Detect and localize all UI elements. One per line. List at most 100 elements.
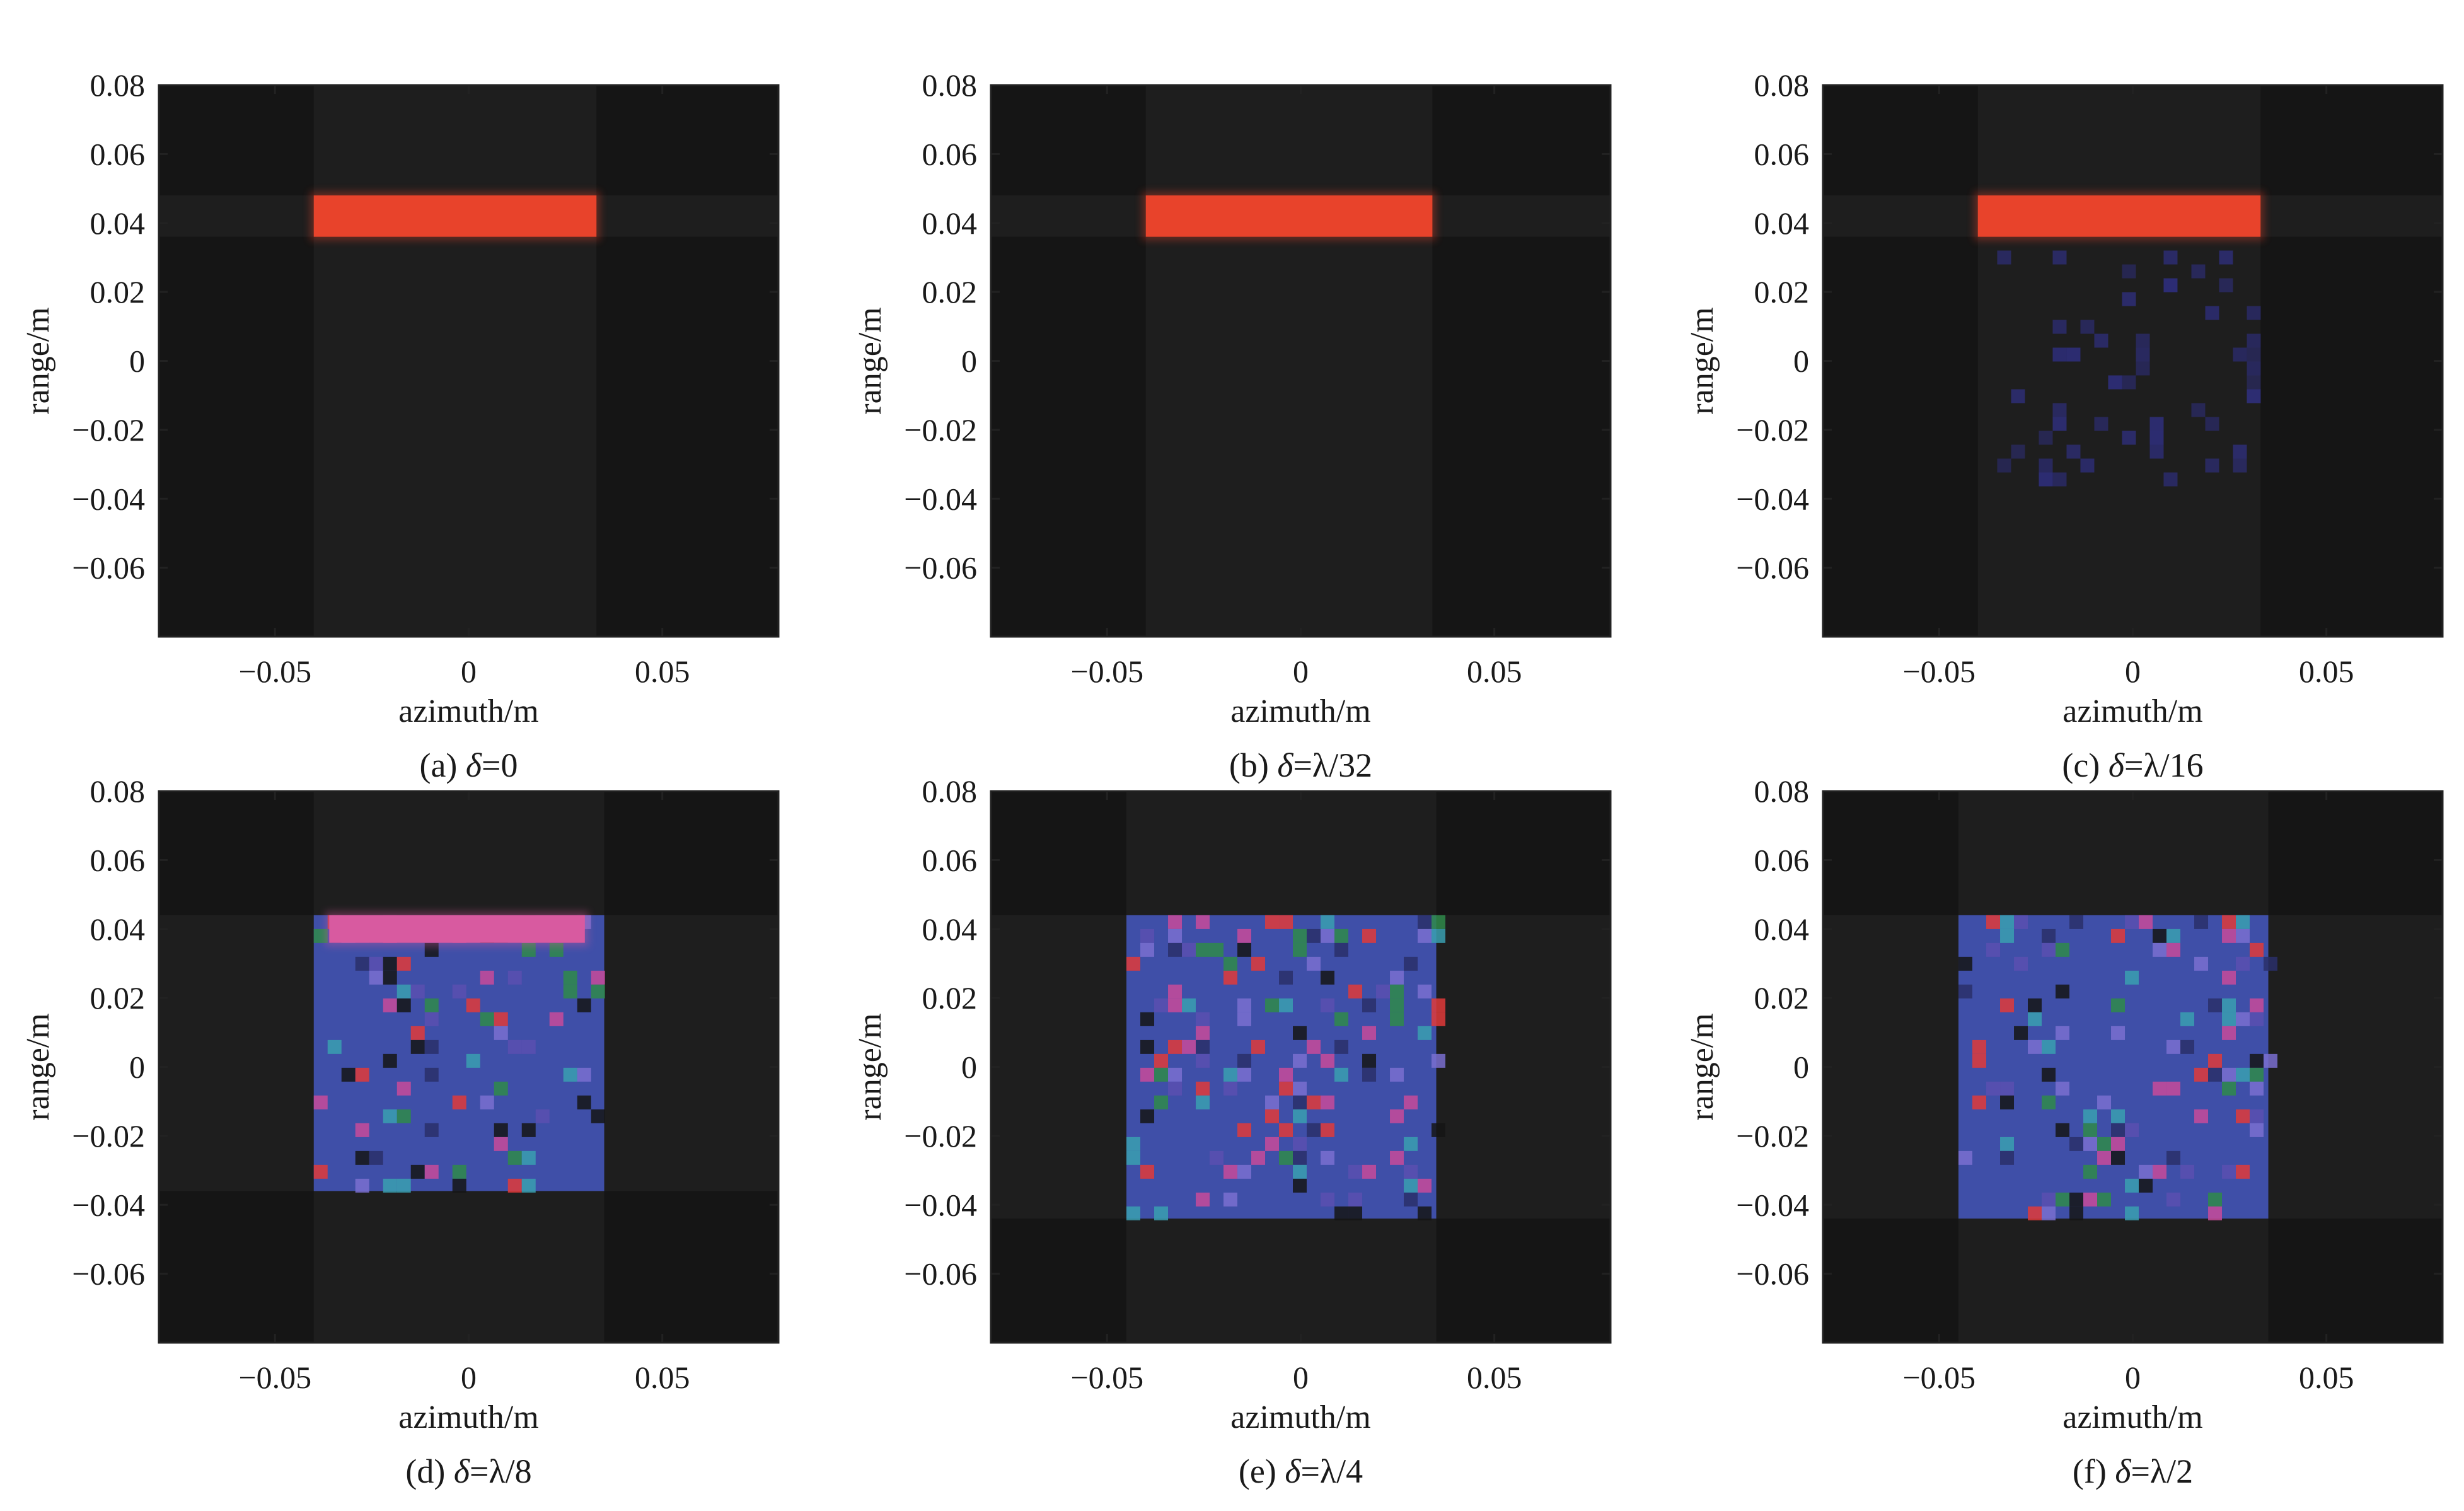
speckle-cell <box>1168 998 1183 1012</box>
speckle-cell <box>1362 1026 1377 1040</box>
speckle-cell <box>452 984 466 999</box>
speckle-cell <box>1265 1109 1280 1123</box>
speckle-cell <box>2236 1164 2250 1179</box>
speckle-cell <box>355 1067 369 1082</box>
speckle-cell <box>2233 458 2247 473</box>
speckle-cell <box>1307 1039 1321 1054</box>
x-axis-label: azimuth/m <box>1230 693 1370 729</box>
speckle-cell <box>2000 915 2015 929</box>
speckle-cell <box>521 1123 536 1137</box>
speckle-cell <box>2042 942 2056 957</box>
speckle-cell <box>410 1039 425 1054</box>
speckle-cell <box>2097 1137 2112 1151</box>
speckle-cell <box>2236 1109 2250 1123</box>
speckle-cell <box>1223 1192 1238 1207</box>
caption-value: λ/4 <box>1320 1452 1363 1490</box>
speckle-cell <box>1293 929 1307 943</box>
speckle-cell <box>1251 1039 1266 1054</box>
x-tick-label: −0.05 <box>1070 1360 1143 1395</box>
speckle-cell <box>396 1109 411 1123</box>
image-layer-c <box>1823 85 2443 637</box>
speckle-cell <box>313 1095 328 1109</box>
image-layer-a <box>159 85 778 637</box>
speckle-cell <box>2000 929 2015 943</box>
speckle-cell <box>1237 1053 1252 1068</box>
y-tick-label: 0.08 <box>1754 773 1810 809</box>
y-axis-label: range/m <box>852 1013 888 1120</box>
speckle-cell <box>2219 250 2233 265</box>
speckle-cell <box>2247 333 2261 348</box>
speckle-cell <box>1293 1164 1307 1179</box>
speckle-cell <box>1958 984 1973 999</box>
speckle-cell <box>1390 998 1404 1012</box>
speckle-cell <box>1237 929 1252 943</box>
speckle-cell <box>2247 361 2261 376</box>
y-tick-label: 0 <box>961 344 977 379</box>
y-tick-label: 0.02 <box>922 274 978 310</box>
speckle-cell <box>1418 1178 1432 1193</box>
speckle-cell <box>1390 1012 1404 1026</box>
speckle-cell <box>2236 915 2250 929</box>
region-bar-c <box>1977 195 2261 237</box>
speckle-cell <box>383 1178 397 1193</box>
speckle-cell <box>1997 458 2011 473</box>
caption-symbol: δ <box>1277 746 1293 784</box>
caption-value: λ/8 <box>489 1452 531 1490</box>
speckle-cell <box>1279 915 1293 929</box>
y-tick-label: 0 <box>1793 344 1809 379</box>
speckle-cell <box>355 956 369 971</box>
speckle-cell <box>2000 1095 2015 1109</box>
speckle-cell <box>424 1164 439 1179</box>
speckle-cell <box>480 1095 494 1109</box>
speckle-cell <box>2052 472 2067 487</box>
speckle-cell <box>1307 956 1321 971</box>
speckle-cell <box>2205 306 2219 320</box>
speckle-cell <box>1182 1039 1196 1054</box>
speckle-cell <box>1251 956 1266 971</box>
speckle-cell <box>2247 375 2261 390</box>
speckle-cell <box>1321 1123 1335 1137</box>
speckle-cell <box>1223 1081 1238 1096</box>
caption-prefix: (b) <box>1229 746 1277 784</box>
speckle-cell <box>341 1067 356 1082</box>
speckle-cell <box>1140 1039 1155 1054</box>
speckle-cell <box>2125 970 2139 985</box>
speckle-cell <box>2039 431 2053 445</box>
region-block-e <box>1126 915 1437 1219</box>
y-tick-label: −0.06 <box>72 550 145 586</box>
caption-prefix: (d) <box>405 1452 453 1490</box>
speckle-cell <box>1168 915 1183 929</box>
y-tick-label: 0.06 <box>90 136 146 171</box>
speckle-cell <box>2136 347 2150 362</box>
speckle-cell <box>1196 1039 1210 1054</box>
speckle-cell <box>494 1123 508 1137</box>
plot-area-b <box>991 85 1611 637</box>
speckle-cell <box>424 1123 439 1137</box>
speckle-cell <box>1182 998 1196 1012</box>
speckle-cell <box>1958 956 1973 971</box>
speckle-cell <box>2094 333 2108 348</box>
speckle-cell <box>1140 1012 1155 1026</box>
speckle-cell <box>2069 1206 2084 1220</box>
speckle-cell <box>2056 984 2070 999</box>
speckle-cell <box>2250 1123 2264 1137</box>
speckle-cell <box>2111 1109 2126 1123</box>
speckle-cell <box>2069 915 2084 929</box>
caption-symbol: δ <box>2115 1452 2131 1490</box>
speckle-cell <box>1432 929 1446 943</box>
speckle-cell <box>2014 1026 2028 1040</box>
speckle-cell <box>2136 333 2150 348</box>
speckle-cell <box>2125 1206 2139 1220</box>
speckle-cell <box>507 1178 522 1193</box>
speckle-cell <box>2042 1039 2056 1054</box>
speckle-cell <box>1432 998 1446 1012</box>
y-tick-label: 0.02 <box>1754 274 1810 310</box>
speckle-cell <box>2122 375 2136 390</box>
speckle-cell <box>1986 1081 2001 1096</box>
speckle-cell <box>1307 1123 1321 1137</box>
speckle-cell <box>2194 1109 2209 1123</box>
speckle-cell <box>2056 1192 2070 1207</box>
speckle-cell <box>1432 1012 1446 1026</box>
speckle-cell <box>2166 929 2181 943</box>
y-tick-label: 0.04 <box>1754 912 1810 947</box>
